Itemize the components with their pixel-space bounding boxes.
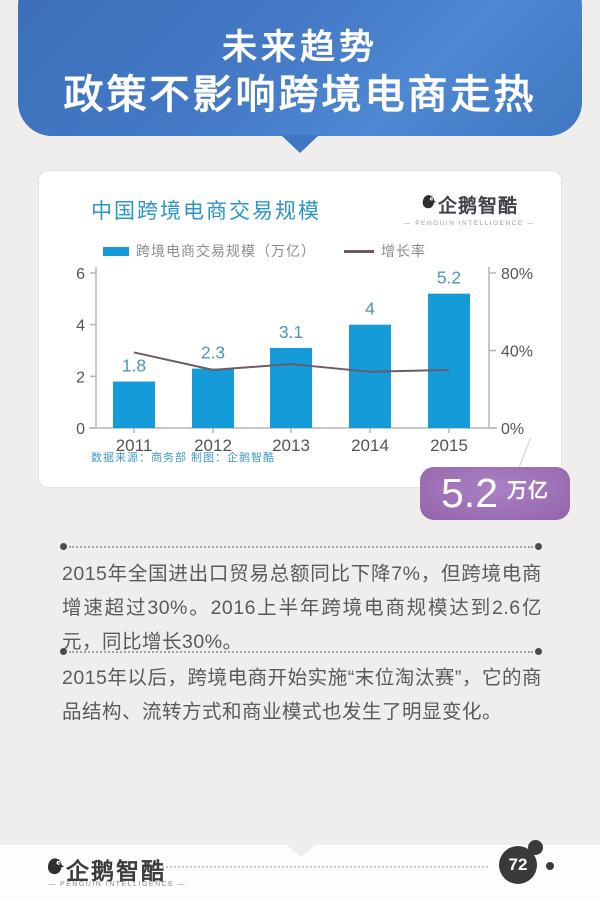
svg-text:2: 2	[76, 369, 85, 386]
footer-logo: 企鹅智酷	[46, 852, 166, 886]
paragraph-1: 2015年全国进出口贸易总额同比下降7%，但跨境电商增速超过30%。2016上半…	[62, 563, 542, 653]
page-number: 72	[508, 855, 528, 874]
page-number-dot	[546, 862, 554, 870]
callout-unit: 万亿	[507, 480, 549, 502]
svg-text:2011: 2011	[116, 436, 153, 455]
brand-logo: 企鹅智酷 — PENGUIN INTELLIGENCE —	[404, 191, 535, 227]
svg-text:40%: 40%	[501, 344, 533, 361]
legend-line-swatch	[344, 249, 374, 253]
header-line2: 政策不影响跨境电商走热	[63, 73, 537, 117]
svg-text:0%: 0%	[501, 421, 524, 438]
svg-text:1.8: 1.8	[122, 356, 146, 376]
header-line1: 未来趋势	[221, 28, 378, 67]
chart-legend: 跨境电商交易规模（万亿） 增长率	[103, 241, 426, 261]
legend-bar-swatch	[103, 246, 129, 256]
divider-end-dot	[60, 543, 67, 550]
brand-name: 企鹅智酷	[437, 196, 518, 217]
divider-end-dot	[535, 543, 542, 550]
footer-brand-name: 企鹅智酷	[66, 858, 166, 884]
chart-plot: 0 2 4 6 0% 40% 80% 1.8 2.3 3.1 4 5.2 2011 2012 2013 201…	[76, 266, 533, 455]
footer: 企鹅智酷 — PENGUIN INTELLIGENCE — 72	[0, 840, 600, 900]
brand-caption: — PENGUIN INTELLIGENCE —	[404, 220, 535, 227]
svg-text:3.1: 3.1	[279, 322, 303, 342]
divider-dotted-line	[69, 545, 533, 548]
legend-bar-label: 跨境电商交易规模（万亿）	[136, 243, 316, 259]
divider-middle	[60, 648, 542, 655]
svg-text:6: 6	[76, 266, 85, 283]
chart-card: 中国跨境电商交易规模 企鹅智酷 — PENGUIN INTELLIGENCE —…	[38, 170, 562, 488]
footer-brand-caption: — PENGUIN INTELLIGENCE —	[48, 881, 187, 888]
footer-dotted-line	[162, 866, 488, 868]
divider-end-dot	[60, 648, 67, 655]
penguin-icon	[422, 195, 437, 209]
header-banner: 未来趋势 政策不影响跨境电商走热	[18, 0, 582, 136]
svg-text:0: 0	[76, 421, 85, 438]
callout-value: 5.2	[441, 470, 498, 516]
callout-badge: 5.2 万亿	[420, 467, 570, 520]
page-number-bubble	[528, 840, 543, 855]
header-tail-pointer	[281, 135, 319, 153]
svg-text:4: 4	[76, 318, 85, 335]
legend-line-label: 增长率	[381, 243, 426, 259]
svg-text:2014: 2014	[351, 436, 389, 455]
svg-text:2012: 2012	[194, 436, 232, 455]
divider-top	[60, 543, 542, 550]
svg-text:2.3: 2.3	[201, 343, 225, 363]
svg-text:4: 4	[365, 299, 375, 319]
paragraph-2: 2015年以后，跨境电商开始实施“末位淘汰赛”，它的商品结构、流转方式和商业模式…	[62, 667, 542, 723]
divider-end-dot	[535, 648, 542, 655]
divider-dotted-line	[69, 650, 533, 653]
svg-text:2015: 2015	[430, 436, 468, 455]
penguin-icon	[47, 858, 65, 875]
chart-title: 中国跨境电商交易规模	[91, 200, 321, 223]
svg-text:80%: 80%	[501, 266, 533, 283]
footer-tail-pointer	[287, 845, 315, 857]
svg-text:2013: 2013	[272, 436, 310, 455]
source-note: 数据来源：商务部 制图：企鹅智酷	[91, 452, 276, 464]
svg-text:5.2: 5.2	[437, 268, 461, 288]
